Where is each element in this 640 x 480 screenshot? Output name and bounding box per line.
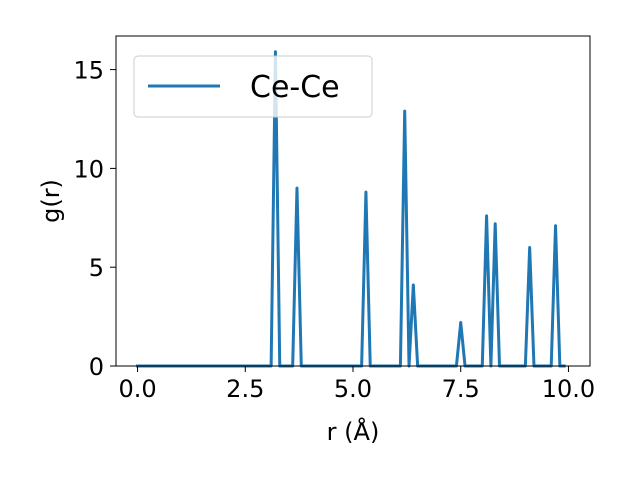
legend: Ce-Ce [133, 55, 373, 118]
axis-ticks: 0.0 2.5 5.0 7.5 10.0 0 5 10 15 [73, 57, 595, 403]
x-tick-label: 7.5 [442, 375, 480, 403]
y-tick-label: 0 [89, 353, 104, 381]
y-tick-label: 5 [89, 254, 104, 282]
x-axis-label: r (Å) [327, 417, 380, 446]
x-tick-label: 0.0 [118, 375, 156, 403]
y-tick-label: 10 [73, 155, 104, 183]
x-tick-label: 5.0 [334, 375, 372, 403]
legend-label-ce-ce: Ce-Ce [250, 70, 340, 105]
y-tick-label: 15 [73, 57, 104, 85]
legend-frame [133, 55, 373, 118]
x-tick-label: 2.5 [226, 375, 264, 403]
x-tick-label: 10.0 [542, 375, 595, 403]
y-axis-label: g(r) [37, 179, 65, 223]
